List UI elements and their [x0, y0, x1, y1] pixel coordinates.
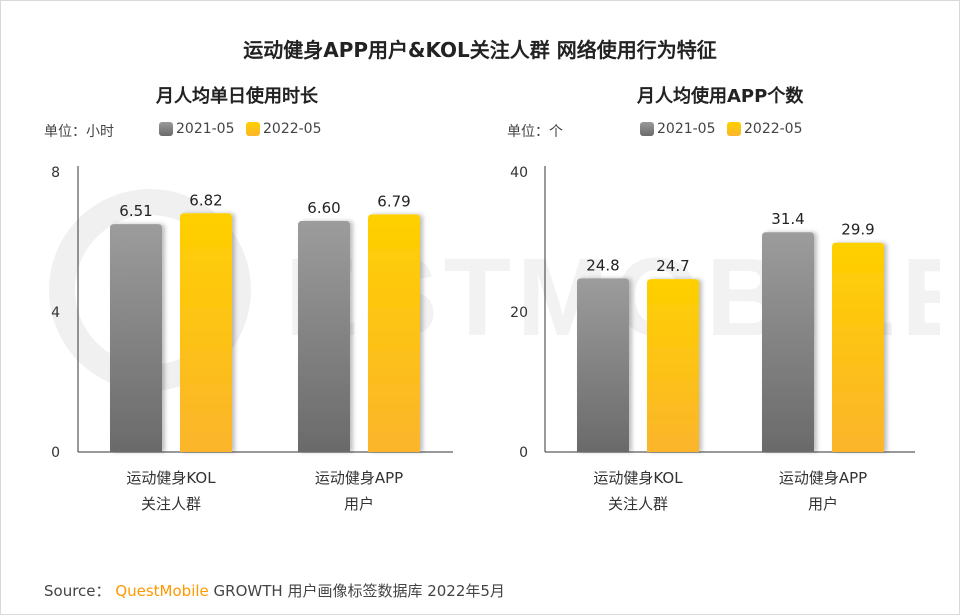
y-tick-label: 40 — [510, 165, 528, 181]
legend-label-2022: 2022-05 — [744, 121, 803, 137]
y-tick-label: 4 — [51, 305, 60, 321]
bar-2022 — [180, 213, 232, 452]
right-unit-label: 单位：个 — [507, 124, 563, 140]
bar-2021 — [110, 224, 162, 452]
x-category-label: 关注人群 — [608, 495, 668, 513]
source-note: Source： QuestMobile GROWTH 用户画像标签数据库 202… — [44, 580, 505, 601]
left-legend-2021: 2021-05 — [159, 121, 235, 137]
bar-value-label: 6.51 — [119, 202, 152, 220]
bar-2022 — [832, 242, 884, 452]
bar-2022 — [647, 279, 699, 452]
x-category-label: 运动健身APP — [779, 469, 867, 487]
left-chart-title: 月人均单日使用时长 — [156, 86, 318, 107]
y-tick-label: 8 — [51, 165, 60, 181]
x-category-label: 运动健身APP — [315, 469, 403, 487]
source-brand: QuestMobile — [115, 582, 209, 600]
y-tick-label: 20 — [510, 305, 528, 321]
right-legend-2021: 2021-05 — [640, 121, 716, 137]
right-chart-title: 月人均使用APP个数 — [637, 86, 804, 107]
y-tick-label: 0 — [519, 445, 528, 461]
x-category-label: 用户 — [808, 495, 838, 513]
bar-value-label: 29.9 — [841, 221, 874, 239]
x-category-label: 用户 — [344, 495, 374, 513]
x-category-label: 运动健身KOL — [126, 469, 216, 487]
y-tick-label: 0 — [51, 445, 60, 461]
legend-swatch-gray — [640, 122, 654, 136]
source-prefix: Source： — [44, 582, 111, 600]
legend-swatch-gray — [159, 122, 173, 136]
bar-2021 — [762, 232, 814, 452]
bar-value-label: 6.82 — [189, 191, 222, 209]
bar-value-label: 31.4 — [771, 210, 804, 228]
source-rest: GROWTH 用户画像标签数据库 2022年5月 — [213, 582, 505, 600]
right-legend-2022: 2022-05 — [727, 121, 803, 137]
bar-value-label: 24.8 — [586, 256, 619, 274]
legend-label-2022: 2022-05 — [263, 121, 322, 137]
x-category-label: 运动健身KOL — [593, 469, 683, 487]
x-category-label: 关注人群 — [141, 495, 201, 513]
legend-swatch-gold — [246, 122, 260, 136]
left-unit-label: 单位：小时 — [44, 124, 114, 140]
left-legend-2022: 2022-05 — [246, 121, 322, 137]
bar-2022 — [368, 214, 420, 452]
page-title: 运动健身APP用户&KOL关注人群 网络使用行为特征 — [243, 38, 717, 62]
bar-value-label: 24.7 — [656, 257, 689, 275]
bar-2021 — [577, 278, 629, 452]
legend-label-2021: 2021-05 — [657, 121, 716, 137]
legend-label-2021: 2021-05 — [176, 121, 235, 137]
bar-2021 — [298, 221, 350, 452]
bar-value-label: 6.60 — [307, 199, 340, 217]
bar-value-label: 6.79 — [377, 192, 410, 210]
legend-swatch-gold — [727, 122, 741, 136]
